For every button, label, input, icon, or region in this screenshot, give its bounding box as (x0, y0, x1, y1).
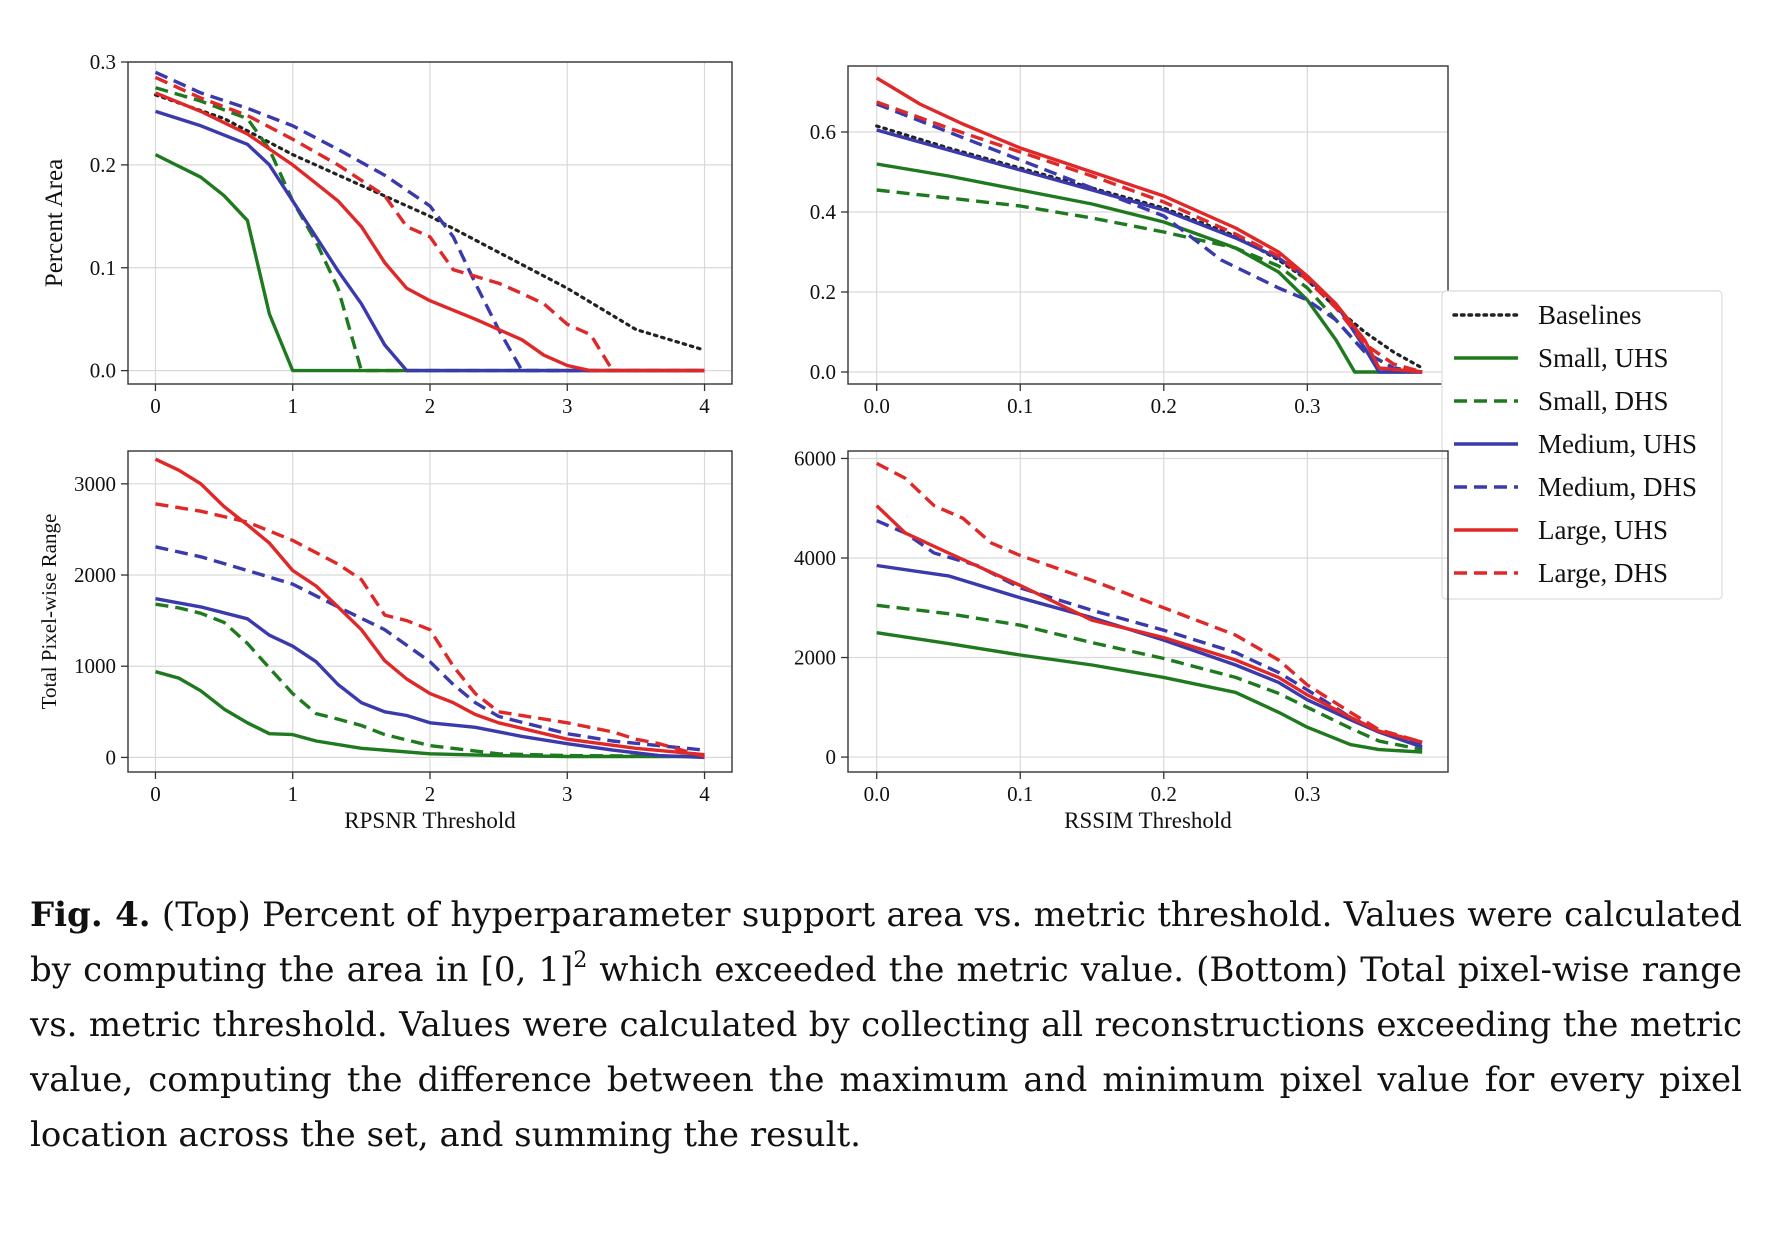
series-line-medium-uhs (876, 563, 1423, 749)
y-tick-label-2: 2000 (74, 563, 116, 587)
x-tick-label-3: 0.3 (1294, 394, 1320, 418)
series-line-large-uhs (154, 91, 705, 373)
series-line-large-dhs (875, 461, 1423, 744)
x-tick-label-0: 0 (150, 782, 161, 806)
legend-label-3: Medium, UHS (1538, 429, 1697, 459)
caption-math-base: [0, 1] (480, 950, 574, 990)
legend-label-2: Small, DHS (1538, 386, 1669, 416)
series-line-large-uhs (875, 76, 1423, 374)
y-tick-label-0: 0.0 (810, 360, 836, 384)
x-tick-label-0: 0.0 (864, 394, 890, 418)
series-line-large-dhs (876, 100, 1423, 374)
legend-label-1: Small, UHS (1538, 343, 1669, 373)
x-axis-label: RPSNR Threshold (344, 808, 516, 833)
axes-frame (847, 65, 1449, 385)
x-axis-label: RSSIM Threshold (1064, 808, 1232, 833)
y-tick-label-0: 0.0 (90, 359, 116, 383)
caption-text-1: (Top) Percent of hyperparameter support … (30, 895, 1742, 990)
caption-label: Fig. 4. (30, 895, 151, 935)
x-tick-label-3: 0.3 (1294, 782, 1320, 806)
caption-math: [0, 1]2 (480, 948, 588, 991)
x-tick-label-1: 0.1 (1007, 394, 1033, 418)
x-tick-label-0: 0 (150, 394, 161, 418)
legend-label-4: Medium, DHS (1538, 472, 1697, 502)
x-tick-label-2: 0.2 (1151, 782, 1177, 806)
series-line-medium-uhs (876, 128, 1423, 374)
x-tick-label-4: 4 (699, 394, 710, 418)
chart-top-right: 0.0 0.1 0.2 0.3 0.0 0.2 0.4 0.6 Baselines Small, … (810, 65, 1723, 600)
chart-bottom-right: 0.0 0.1 0.2 0.3 0 2000 4000 6000 RSSIM Threshold (794, 446, 1449, 833)
x-tick-label-1: 0.1 (1007, 782, 1033, 806)
y-tick-label-2: 0.4 (810, 200, 837, 224)
series-line-medium-dhs (876, 519, 1423, 746)
y-tick-label-3: 0.3 (90, 50, 116, 74)
series-line-large-dhs (155, 502, 705, 759)
series-line-baselines (875, 124, 1424, 370)
series-line-medium-dhs (876, 102, 1423, 374)
series-group (875, 461, 1423, 754)
x-tick-label-1: 1 (287, 782, 298, 806)
legend-label-5: Large, UHS (1538, 515, 1668, 545)
series-line-large-uhs (154, 457, 705, 757)
series-line-small-dhs (876, 188, 1423, 374)
axes-frame (847, 450, 1449, 773)
x-tick-label-2: 0.2 (1151, 394, 1177, 418)
series-group (154, 457, 705, 760)
series-group (153, 70, 707, 373)
series-line-small-dhs (155, 602, 705, 759)
y-tick-label-3: 0.6 (810, 120, 836, 144)
series-line-small-uhs (155, 670, 705, 759)
y-tick-label-3: 3000 (74, 472, 116, 496)
series-group (875, 76, 1424, 374)
series-line-small-dhs (876, 603, 1423, 752)
series-line-small-uhs (876, 631, 1423, 754)
y-axis-label: Percent Area (41, 159, 68, 287)
caption-math-sup: 2 (573, 948, 588, 973)
series-line-small-uhs (876, 162, 1423, 374)
y-tick-label-1: 2000 (794, 646, 836, 670)
y-tick-label-3: 6000 (794, 446, 836, 470)
x-tick-label-2: 2 (425, 782, 436, 806)
y-tick-label-0: 0 (826, 745, 837, 769)
legend-box (1441, 290, 1723, 600)
y-tick-label-2: 4000 (794, 546, 836, 570)
series-line-medium-uhs (155, 597, 705, 760)
chart-top-left: 0 1 2 3 4 0.0 0.1 0.2 0.3 Percent Area (41, 50, 733, 418)
legend-label-0: Baselines (1538, 300, 1641, 330)
x-tick-label-0: 0.0 (864, 782, 890, 806)
chart-bottom-left: 0 1 2 3 4 0 1000 2000 3000 RPSNR Threshold Total P… (37, 450, 733, 833)
series-line-large-uhs (875, 504, 1423, 744)
legend: Baselines Small, UHS Small, DHS Medium, UHS… (1441, 290, 1723, 600)
series-line-medium-uhs (154, 109, 705, 373)
y-axis-label: Total Pixel-wise Range (37, 514, 61, 710)
x-tick-label-2: 2 (425, 394, 436, 418)
y-tick-label-2: 0.2 (90, 153, 116, 177)
series-line-baselines (153, 93, 707, 352)
y-tick-label-1: 0.2 (810, 280, 836, 304)
y-tick-label-1: 0.1 (90, 256, 116, 280)
series-line-large-dhs (154, 75, 705, 373)
y-tick-label-0: 0 (106, 745, 117, 769)
y-tick-label-1: 1000 (74, 654, 116, 678)
x-tick-label-1: 1 (287, 394, 298, 418)
figure-caption: Fig. 4. (Top) Percent of hyperparameter … (30, 888, 1742, 1163)
x-tick-label-3: 3 (562, 394, 573, 418)
caption-text-2: which exceeded the metric value. (Bottom… (30, 950, 1742, 1155)
legend-label-6: Large, DHS (1538, 558, 1668, 588)
x-tick-label-3: 3 (562, 782, 573, 806)
series-line-medium-dhs (155, 545, 705, 752)
series-line-medium-dhs (154, 70, 705, 373)
x-tick-label-4: 4 (699, 782, 710, 806)
